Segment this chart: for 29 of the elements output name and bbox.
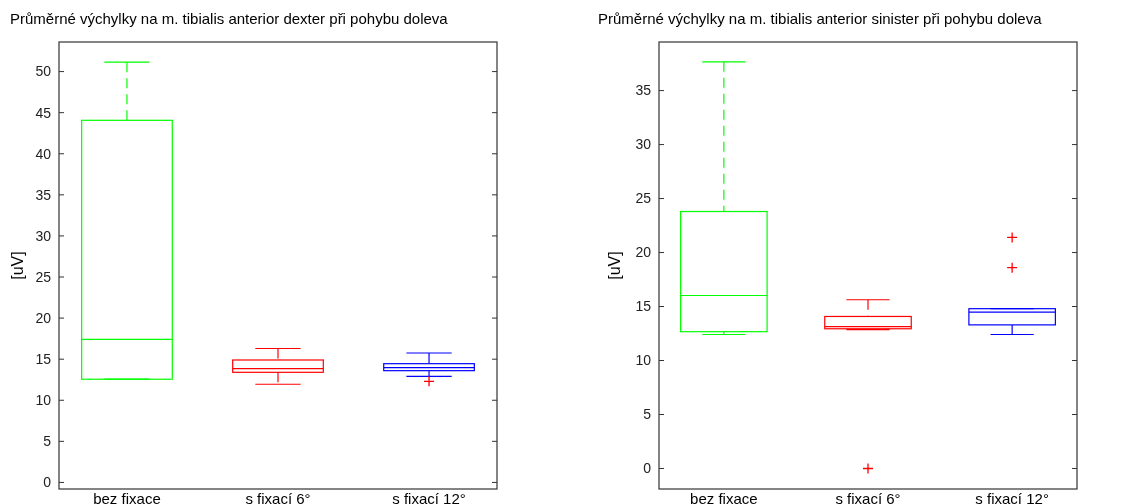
y-axis-title: [uV] (9, 251, 26, 280)
y-tick-label: 30 (635, 136, 652, 153)
y-tick-label: 35 (635, 82, 652, 99)
y-tick-label: 10 (35, 392, 52, 409)
y-tick-label: 20 (35, 309, 52, 326)
y-tick-label: 0 (643, 460, 652, 477)
y-tick-label: 5 (643, 406, 652, 423)
y-tick-label: 40 (35, 145, 52, 162)
y-tick-label: 30 (35, 227, 52, 244)
y-tick-label: 25 (635, 190, 652, 207)
y-tick-label: 25 (35, 268, 52, 285)
x-tick-label: s fixací 12° (975, 490, 1049, 504)
y-tick-label: 5 (43, 433, 52, 450)
y-axis-title: [uV] (606, 251, 623, 280)
x-tick-label: s fixací 6° (835, 490, 901, 504)
x-tick-label: s fixací 6° (245, 490, 311, 504)
chart-title: Průměrné výchylky na m. tibialis anterior sinister při pohybu doleva (598, 10, 1043, 27)
x-tick-label: bez fixace (690, 490, 758, 504)
y-tick-label: 15 (35, 351, 52, 368)
y-tick-label: 35 (35, 186, 52, 203)
y-tick-label: 0 (43, 474, 52, 491)
chart-title: Průměrné výchylky na m. tibialis anterior dexter při pohybu doleva (10, 10, 449, 27)
y-tick-label: 50 (35, 63, 52, 80)
y-tick-label: 10 (635, 352, 652, 369)
y-tick-label: 20 (635, 244, 652, 261)
y-tick-label: 45 (35, 104, 52, 121)
x-tick-label: s fixací 12° (392, 490, 466, 504)
x-tick-label: bez fixace (93, 490, 161, 504)
y-tick-label: 15 (635, 298, 652, 315)
